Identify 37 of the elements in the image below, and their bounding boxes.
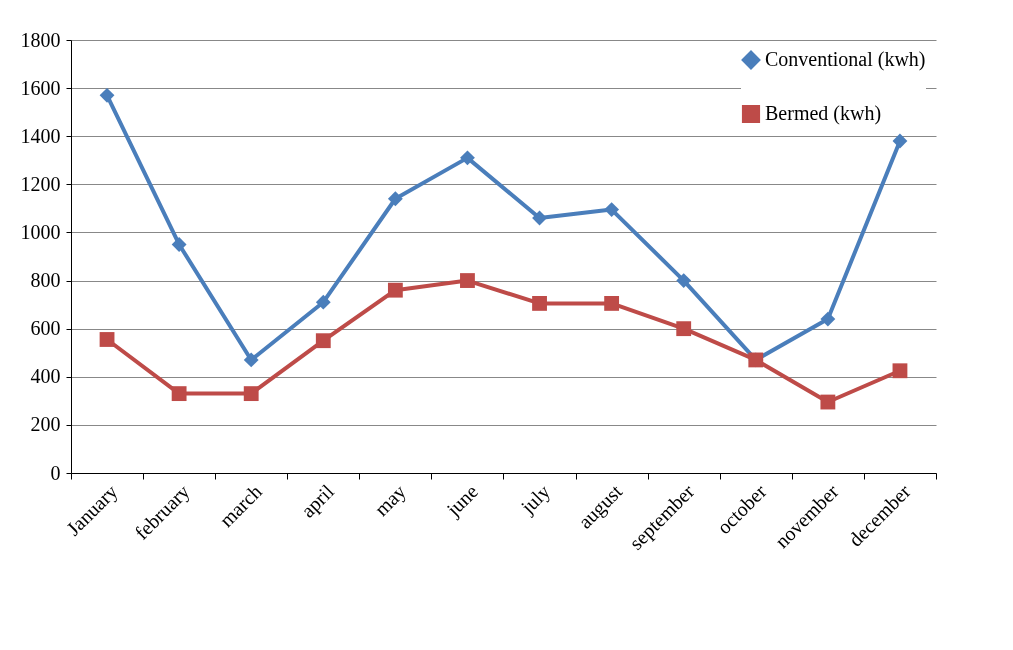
point xyxy=(460,150,475,166)
point xyxy=(387,282,403,298)
x-tick-label: june xyxy=(441,480,483,522)
y-tick-label: 1800 xyxy=(20,28,61,51)
y-tick-label: 1000 xyxy=(20,220,61,243)
x-tick-label: april xyxy=(296,479,339,523)
y-tick-label: 0 xyxy=(50,461,61,484)
legend-label: Bermed (kwh) xyxy=(765,102,882,125)
point xyxy=(243,352,259,368)
point xyxy=(171,386,187,402)
point xyxy=(460,273,475,288)
y-tick-label: 1600 xyxy=(20,76,61,99)
y-tick-label: 600 xyxy=(30,317,61,340)
point xyxy=(676,273,692,288)
point xyxy=(243,386,259,402)
x-tick-label: july xyxy=(515,480,555,520)
point xyxy=(820,394,836,410)
y-tick-label: 200 xyxy=(30,413,61,436)
y-tick-label: 1200 xyxy=(20,172,61,195)
x-tick-label: may xyxy=(370,480,411,521)
point xyxy=(99,87,115,103)
point xyxy=(892,363,908,379)
y-tick-label: 400 xyxy=(30,365,61,388)
point xyxy=(387,191,403,207)
point xyxy=(171,237,187,252)
point xyxy=(820,311,836,327)
y-tick-label: 1400 xyxy=(20,124,61,147)
legend-label: Conventional (kwh) xyxy=(765,48,926,71)
point xyxy=(892,133,908,149)
point xyxy=(315,333,331,349)
y-tick-label: 800 xyxy=(30,269,61,292)
point xyxy=(99,332,115,347)
point xyxy=(604,202,620,218)
point xyxy=(315,294,331,310)
point xyxy=(604,295,620,311)
point xyxy=(532,295,547,311)
point xyxy=(676,321,692,337)
